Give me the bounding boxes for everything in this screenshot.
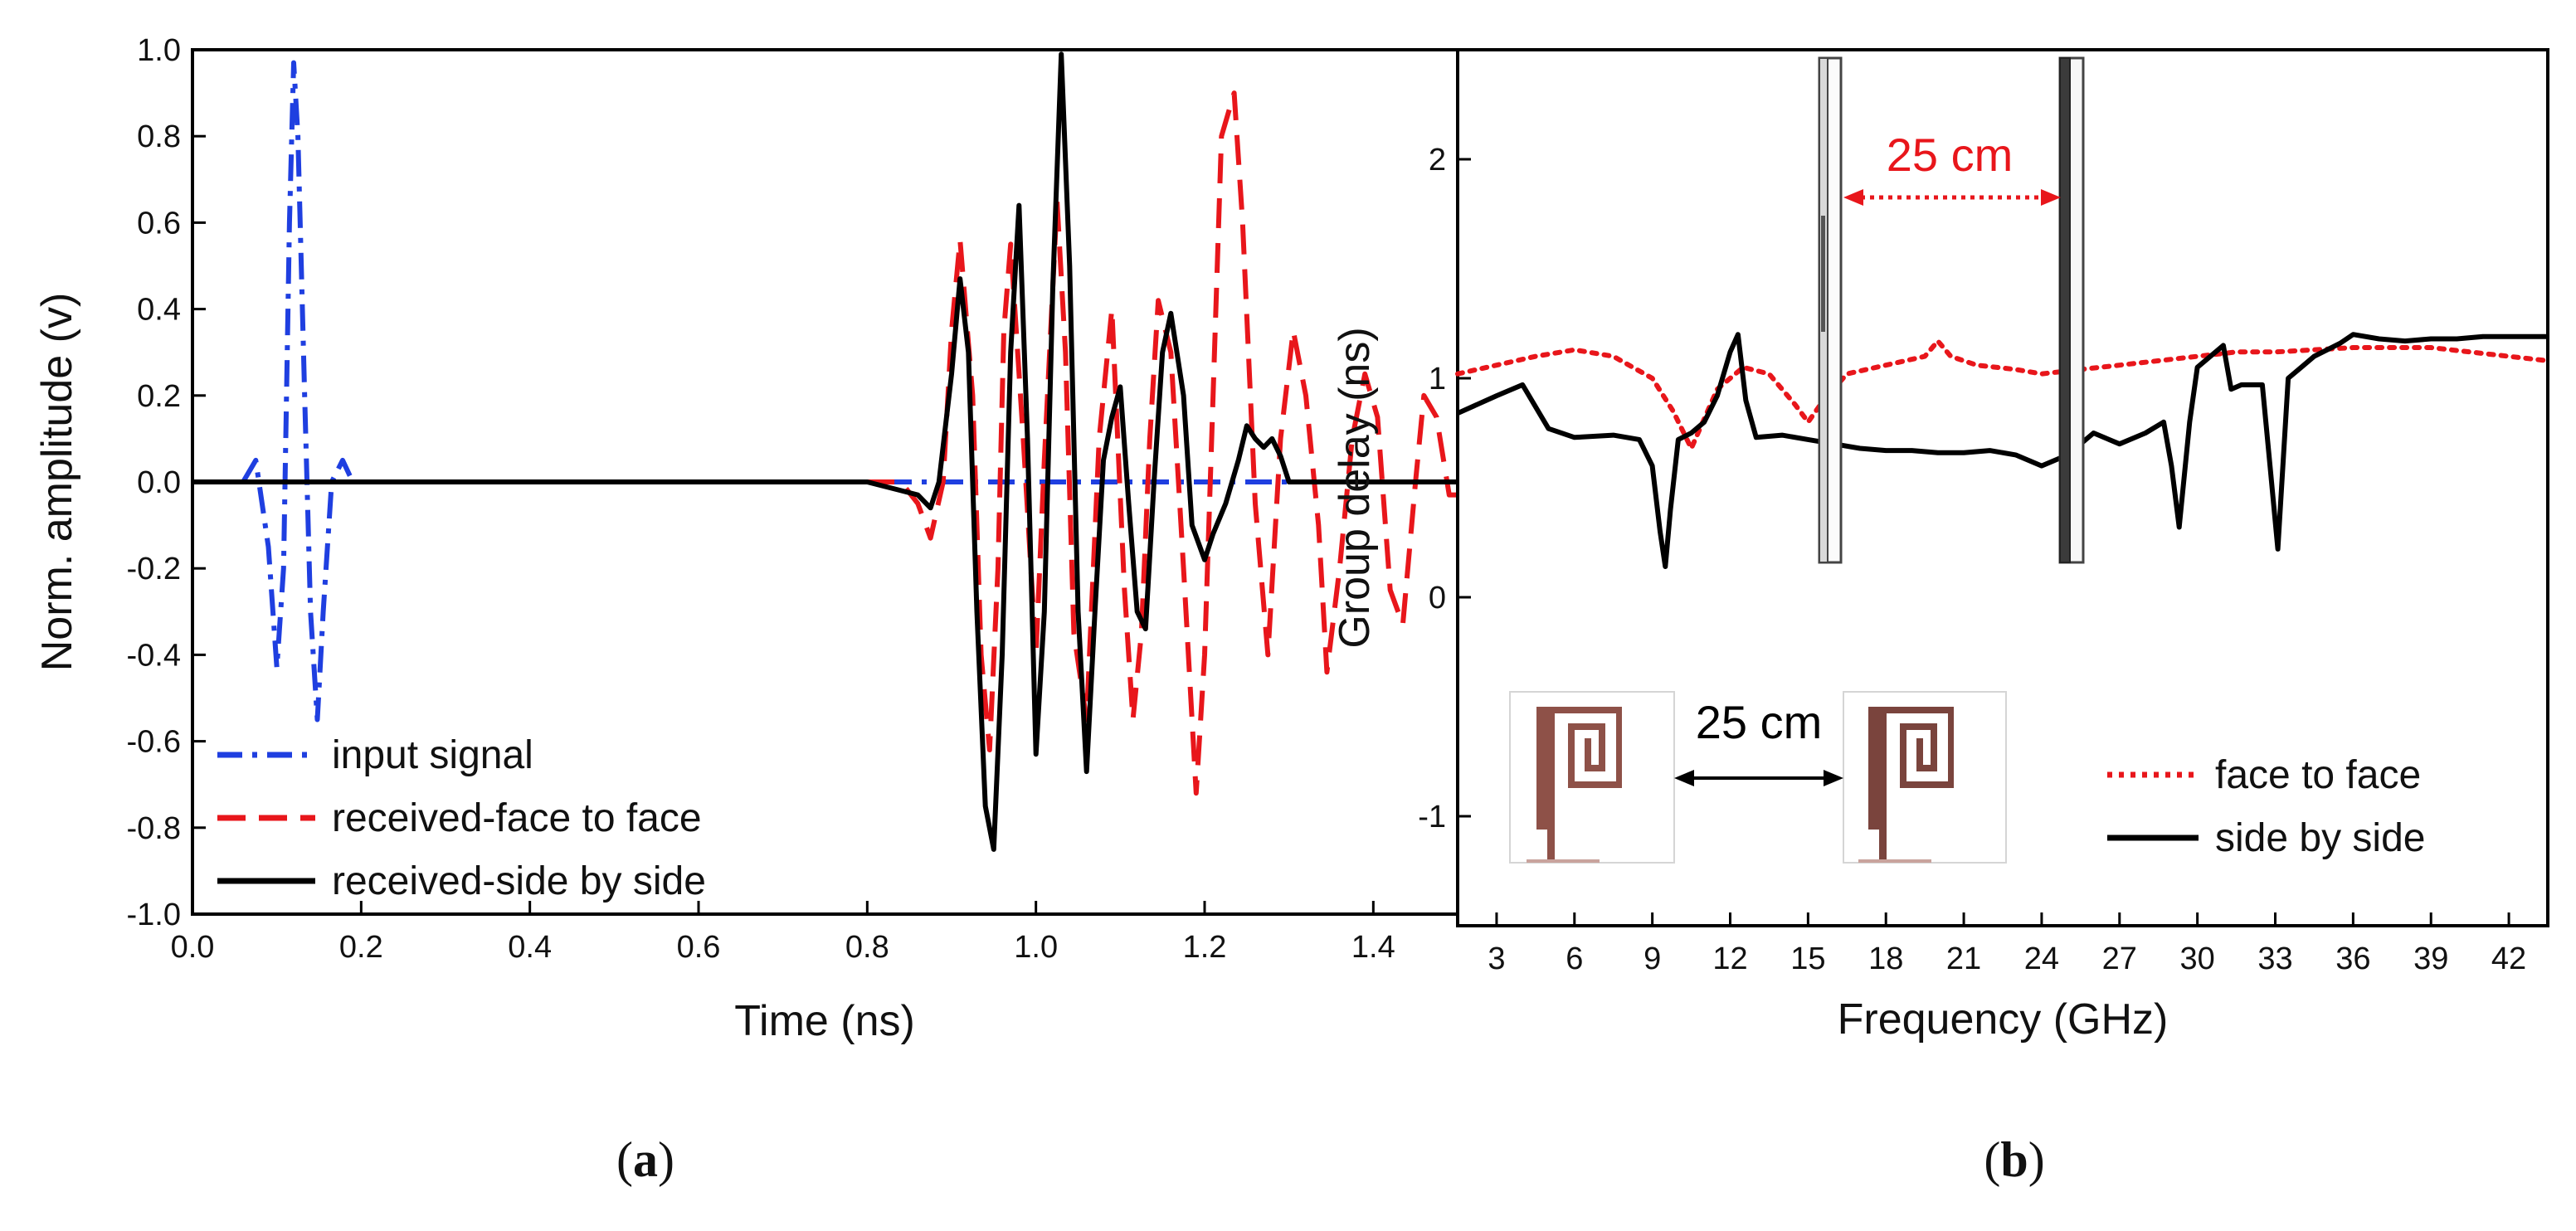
panel-a-x-tick-label: 1.2 [1183,930,1227,965]
panel-a-y-tick-label: -0.2 [127,552,181,586]
legend-label-side-by-side: side by side [2215,816,2425,860]
panel-a-y-tick-label: -0.4 [127,638,181,673]
panel-a-x-tick-label: 0.8 [845,930,889,965]
panel-b-series [1455,332,2550,569]
panel-b-x-tick-label: 9 [1643,941,1661,976]
panel-b-x-tick-label: 6 [1566,941,1583,976]
distance-label-bottom: 25 cm [1696,696,1823,748]
panel-a-x-tick-label: 0.4 [508,930,552,965]
panel-b-series-side-by-side [1456,332,2548,569]
antenna-board-left-icon [1818,56,1843,564]
arrow-head-left-icon [1843,189,1863,206]
panel-a-y-tick-label: -1.0 [127,898,181,932]
panel-b-x-tick-label: 36 [2335,941,2370,976]
panel-b-x-tick-label: 24 [2024,941,2059,976]
antenna-left-icon [1509,691,1675,864]
arrow-head-bottom-right-icon [1824,770,1843,786]
face-to-face-inset: 25 cm [1818,56,2085,564]
panel-a-y-tick-label: 0.6 [137,206,181,241]
side-by-side-inset: 25 cm [1509,691,2007,864]
panel-a-x-tick-label: 1.0 [1014,930,1058,965]
panel-a-y-axis-label: Norm. amplitude (v) [33,293,81,672]
panel-a-y-tick-label: -0.8 [127,811,181,846]
panel-a-y-tick-label: 0.0 [137,465,181,500]
panel-b-x-axis-label: Frequency (GHz) [1838,995,2169,1044]
panel-a-series-received-face-to-face [192,90,1458,796]
panel-a-series [192,51,1458,852]
arrow-head-right-icon [2041,189,2061,206]
antenna-board-right-icon [2058,56,2085,564]
panel-b-label: (b) [1984,1132,2044,1187]
legend-label-received-side-by-side: received-side by side [332,859,706,903]
panel-a-series-received-side-by-side [192,51,1458,852]
panel-b-y-axis-label: Group delay (ns) [1331,327,1379,648]
panel-a-x-tick-label: 0.2 [339,930,383,965]
panel-b-legend: face to face side by side [2107,753,2425,860]
distance-label-top: 25 cm [1887,129,2014,181]
panel-a-ticks: 0.0 0.2 0.4 0.6 0.8 1.0 1.2 1.4 1.0 0.8 0.6 0.4 0.2 0… [127,33,1395,965]
panel-b-x-tick-label: 18 [1868,941,1903,976]
legend-label-input-signal: input signal [332,733,533,777]
panel-b-x-tick-label: 21 [1946,941,1981,976]
panel-b-x-tick-label: 30 [2180,941,2215,976]
panel-b-x-tick-label: 33 [2257,941,2292,976]
panel-b-x-tick-label: 27 [2102,941,2137,976]
arrow-head-bottom-left-icon [1674,770,1694,786]
legend-label-face-to-face: face to face [2215,753,2421,797]
panel-a-y-tick-label: 0.4 [137,293,181,328]
antenna-right-icon [1843,691,2007,864]
panel-a-label: (a) [616,1132,674,1187]
panel-a-x-tick-label: 1.4 [1351,930,1395,965]
panel-b-series-face-to-face [1455,338,2550,451]
panel-a-y-tick-label: 0.8 [137,119,181,154]
panel-a-x-axis-label: Time (ns) [734,997,915,1045]
panel-b-x-tick-label: 39 [2413,941,2448,976]
panel-a-legend: input signal received-face to face recei… [217,733,706,903]
legend-label-received-face-to-face: received-face to face [332,796,702,840]
panel-a-x-tick-label: 0.6 [677,930,721,965]
panel-b-plot-frame [1456,48,2549,927]
panel-b-x-tick-label: 3 [1488,941,1505,976]
panel-b-x-tick-label: 12 [1712,941,1747,976]
panel-a-y-tick-label: 0.2 [137,379,181,414]
panel-a-y-tick-label: -0.6 [127,725,181,760]
panel-b-x-tick-label: 15 [1790,941,1825,976]
panel-a-x-tick-label: 0.0 [171,930,215,965]
panel-b-y-tick-label: 2 [1429,143,1446,178]
panel-a-series-input-signal [192,60,1458,723]
panel-b-y-tick-label: -1 [1418,800,1446,834]
panel-a-chart: 0.0 0.2 0.4 0.6 0.8 1.0 1.2 1.4 1.0 0.8 0.6 0.4 0.2 0… [33,33,1459,1187]
panel-b-y-tick-label: 0 [1429,581,1446,616]
panel-a-y-tick-label: 1.0 [137,33,181,68]
panel-b-y-tick-label: 1 [1429,362,1446,397]
panel-b-x-tick-label: 42 [2491,941,2526,976]
